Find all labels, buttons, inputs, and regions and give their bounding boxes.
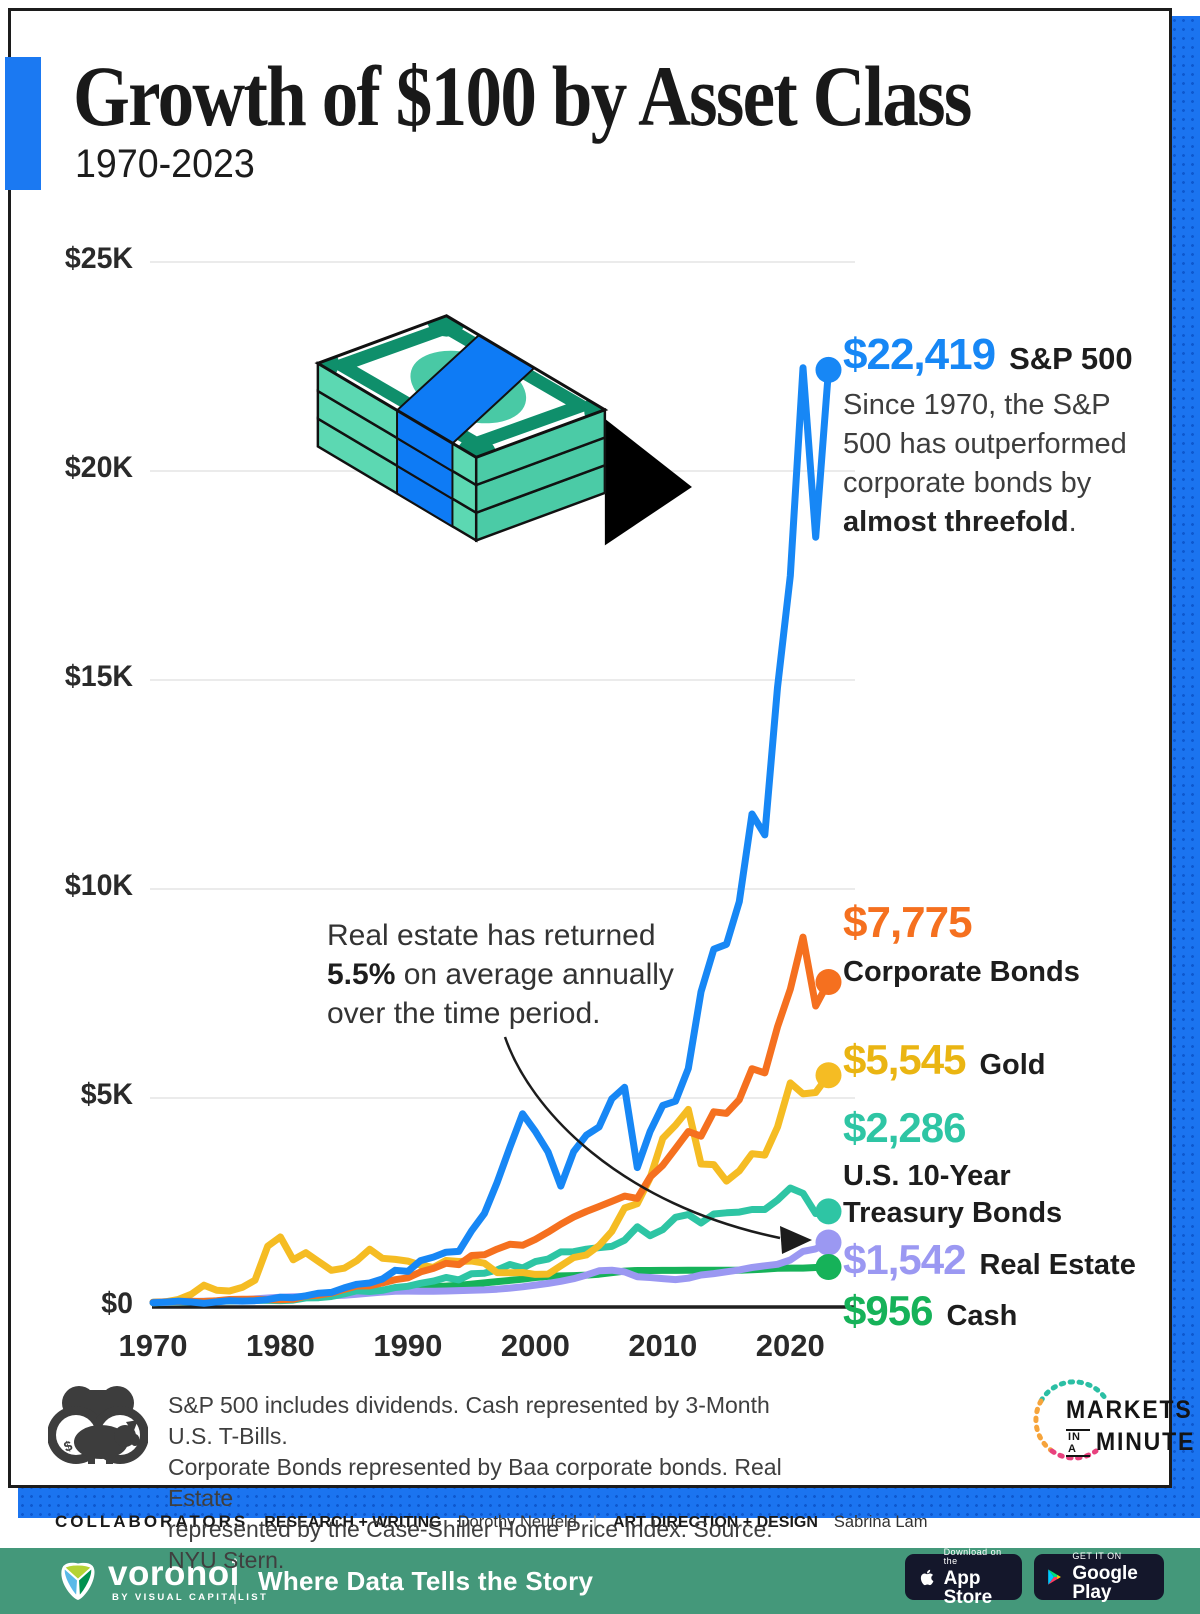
footer-tagline: Where Data Tells the Story [258, 1566, 594, 1596]
re-annotation-part2: on average annually over the time period… [327, 958, 674, 1030]
series-line-gold [149, 1071, 832, 1307]
gold-value: $5,545 [843, 1036, 966, 1083]
treasury-name: U.S. 10-Year Treasury Bonds [843, 1160, 1063, 1229]
series-end-dot-s-p-500 [815, 356, 842, 383]
annotation-arrowhead-icon [780, 1226, 812, 1254]
collaborators-name1: Dorothy Neufeld [457, 1513, 577, 1531]
app-store-badge-main: App Store [943, 1567, 993, 1608]
real-estate-value: $1,542 [843, 1236, 966, 1283]
treasury-value: $2,286 [843, 1104, 966, 1151]
voronoi-logo-icon [61, 1562, 95, 1600]
footnote-line2: Corporate Bonds represented by Baa corpo… [168, 1454, 782, 1511]
google-play-icon [1048, 1569, 1061, 1585]
series-line-s-p-500 [149, 364, 832, 1307]
collaborators-heading: COLLABORATORS [55, 1512, 249, 1531]
money-stack-illustration [314, 314, 692, 546]
source-footnote: S&P 500 includes dividends. Cash represe… [168, 1390, 813, 1576]
re-annotation-bold: 5.5% [327, 958, 396, 991]
voronoi-brand: voronoi [108, 1554, 240, 1593]
infographic-card [8, 8, 1172, 1488]
cash-name: Cash [946, 1300, 1018, 1332]
voronoi-brand-sub: BY VISUAL CAPITALIST [112, 1592, 269, 1603]
miam-dotted-arc-icon [1033, 1379, 1110, 1461]
re-annotation-part1: Real estate has returned [327, 919, 656, 952]
piggy-binoculars-icon: $ [48, 1386, 148, 1464]
collaborators-role2: ART DIRECTION + DESIGN [613, 1514, 818, 1531]
app-store-badge-top: Download on the [943, 1546, 1002, 1566]
footnote-line1: S&P 500 includes dividends. Cash represe… [168, 1392, 770, 1449]
cash-value: $956 [843, 1287, 933, 1334]
footnote-line3: represented by the Case-Shiller Home Pri… [168, 1516, 773, 1573]
corporate-bonds-end-label: $7,775 Corporate Bonds [843, 898, 1080, 989]
collaborators-role1: RESEARCH + WRITING [264, 1514, 442, 1531]
sp500-end-label: $22,419 S&P 500 [843, 330, 1133, 380]
real-estate-end-label: $1,542 Real Estate [843, 1236, 1136, 1284]
miam-in-a: IN A [1066, 1428, 1090, 1457]
series-end-dot-real-estate [815, 1229, 842, 1256]
sp500-annotation-part1: Since 1970, the S&P 500 has outperformed… [843, 389, 1127, 499]
footer-divider [234, 1558, 236, 1604]
gold-end-label: $5,545 Gold [843, 1036, 1046, 1084]
sp500-annotation-bold: almost threefold [843, 506, 1069, 538]
sp500-annotation-part2: . [1068, 506, 1077, 538]
apple-icon [920, 1569, 934, 1586]
google-play-badge[interactable]: GET IT ON Google Play [1034, 1551, 1164, 1603]
treasury-end-label: $2,286 U.S. 10-Year Treasury Bonds [843, 1104, 1073, 1232]
sp500-annotation-text: Since 1970, the S&P 500 has outperformed… [843, 386, 1158, 542]
corporate-bonds-name: Corporate Bonds [843, 956, 1080, 988]
app-store-badge[interactable]: Download on the App Store [905, 1547, 1022, 1607]
sp500-name: S&P 500 [1009, 341, 1133, 376]
footer-bar: voronoi BY VISUAL CAPITALIST Where Data … [0, 1547, 1200, 1614]
google-play-badge-main: Google Play [1072, 1563, 1138, 1603]
miam-line1: MARKETS [1066, 1396, 1193, 1424]
growth-line-chart [149, 261, 855, 1309]
cash-end-label: $956 Cash [843, 1287, 1017, 1335]
series-end-dot-corporate-bonds [815, 969, 842, 995]
series-end-dot-cash [815, 1254, 842, 1280]
series-end-dot-gold [815, 1062, 842, 1089]
collaborators-name2: Sabrina Lam [833, 1513, 928, 1531]
annotation-arrow-curve [503, 1036, 781, 1240]
money-shadow-arrow [604, 418, 692, 546]
real-estate-name: Real Estate [979, 1249, 1136, 1281]
miam-minute: MINUTE [1095, 1428, 1195, 1456]
real-estate-annotation-text: Real estate has returned 5.5% on average… [327, 916, 683, 1033]
corporate-bonds-value: $7,775 [843, 898, 973, 947]
page-title: Growth of $100 by Asset Class [73, 48, 972, 144]
collaborators-bar: COLLABORATORS RESEARCH + WRITING Dorothy… [55, 1512, 927, 1532]
title-accent-bar [5, 57, 41, 190]
collaborators-separator: | [592, 1514, 597, 1531]
series-end-dot-u-s-10-year-treasury-bonds [815, 1198, 842, 1225]
google-play-badge-top: GET IT ON [1072, 1551, 1122, 1561]
page-subtitle: 1970-2023 [75, 142, 255, 186]
markets-in-a-minute-logo: MARKETS IN A MINUTE [1028, 1374, 1193, 1466]
gold-name: Gold [979, 1049, 1046, 1081]
sp500-value: $22,419 [843, 330, 996, 379]
